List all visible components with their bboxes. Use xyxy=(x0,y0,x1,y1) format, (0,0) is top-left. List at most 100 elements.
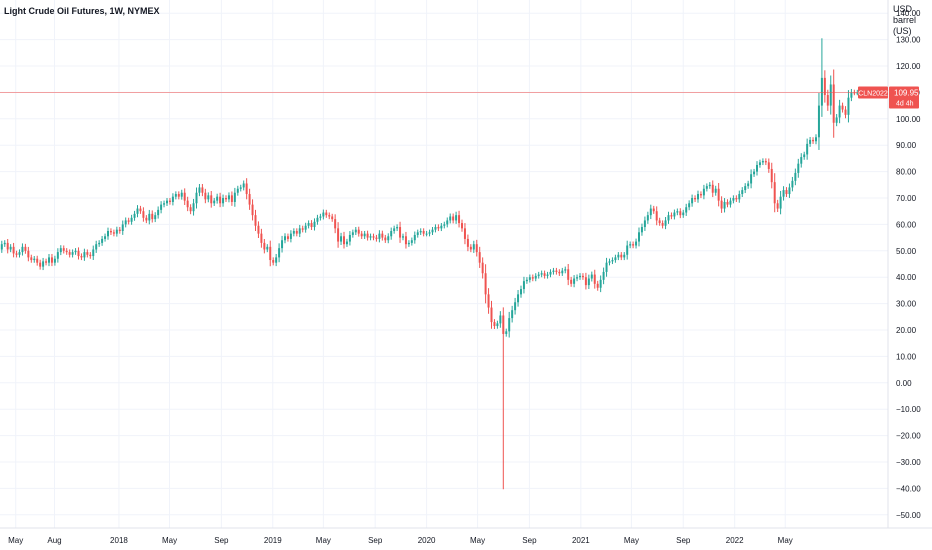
candle-body xyxy=(581,275,584,278)
candle-body xyxy=(623,254,626,258)
candle-body xyxy=(275,257,278,263)
x-tick-label: 2022 xyxy=(726,536,744,545)
candle-body xyxy=(399,227,402,238)
candle-body xyxy=(42,261,45,267)
candle-body xyxy=(720,200,723,209)
candle-body xyxy=(53,258,56,263)
candle-body xyxy=(676,211,679,213)
candle-body xyxy=(3,242,6,245)
candle-body xyxy=(171,196,174,202)
candle-body xyxy=(21,246,24,253)
candle-body xyxy=(806,143,809,155)
candle-body xyxy=(679,211,682,216)
candle-body xyxy=(635,241,638,246)
candle-body xyxy=(363,233,366,237)
candle-body xyxy=(410,240,413,243)
candle-body xyxy=(313,221,316,228)
candle-body xyxy=(723,201,726,209)
candle-body xyxy=(378,233,381,239)
candle-body xyxy=(534,275,537,279)
candle-body xyxy=(823,77,826,96)
last-price-badge: CLN2022 109.95 4d 4h xyxy=(858,86,919,109)
candle-body xyxy=(614,257,617,261)
candle-body xyxy=(685,207,688,213)
y-tick-label: 60.00 xyxy=(896,220,917,229)
candle-body xyxy=(655,211,658,221)
x-tick-label: 2019 xyxy=(264,536,282,545)
y-tick-label: 70.00 xyxy=(896,194,917,203)
candle-body xyxy=(416,232,419,235)
candle-body xyxy=(325,212,328,216)
candle-body xyxy=(219,196,222,204)
candle-body xyxy=(104,236,107,239)
candle-body xyxy=(145,217,148,221)
candle-body xyxy=(785,190,788,195)
candle-body xyxy=(841,105,844,110)
candle-body xyxy=(844,109,847,115)
candle-body xyxy=(741,190,744,195)
candle-body xyxy=(295,231,298,234)
candle-body xyxy=(552,270,555,272)
candle-body xyxy=(139,208,142,212)
candle-body xyxy=(260,233,263,243)
candle-body xyxy=(587,278,590,286)
candle-body xyxy=(345,241,348,245)
price-unit-measure: barrel (US) xyxy=(893,15,917,36)
candle-body xyxy=(89,254,92,257)
candle-body xyxy=(573,278,576,284)
candle-body xyxy=(80,256,83,258)
candle-body xyxy=(829,84,832,106)
candle-body xyxy=(45,261,48,263)
candle-body xyxy=(18,252,21,255)
candle-body xyxy=(549,271,552,275)
candle-body xyxy=(472,244,475,250)
candle-body xyxy=(12,246,15,254)
candle-body xyxy=(6,242,9,250)
candle-body xyxy=(758,162,761,165)
y-tick-label: 140.00 xyxy=(896,9,921,18)
candle-body xyxy=(649,208,652,216)
candle-body xyxy=(278,248,281,258)
candle-body xyxy=(522,281,525,290)
candle-body xyxy=(95,244,98,250)
candle-body xyxy=(74,250,77,253)
candle-body xyxy=(726,201,729,205)
candle-body xyxy=(517,294,520,303)
candle-body xyxy=(729,200,732,205)
candle-body xyxy=(236,188,239,193)
candle-body xyxy=(369,236,372,238)
candle-body xyxy=(511,310,514,319)
x-tick-label: May xyxy=(162,536,177,545)
candle-body xyxy=(832,84,835,123)
candle-body xyxy=(390,231,393,237)
candle-body xyxy=(351,232,354,235)
candle-body xyxy=(289,233,292,239)
candle-body xyxy=(431,229,434,233)
candle-body xyxy=(590,274,593,279)
candle-body xyxy=(227,195,230,200)
candle-body xyxy=(469,246,472,250)
candle-body xyxy=(381,233,384,238)
candle-body xyxy=(204,192,207,200)
candle-body xyxy=(62,248,65,251)
candle-body xyxy=(632,244,635,246)
candle-body xyxy=(496,323,499,327)
candle-body xyxy=(461,223,463,229)
candle-body xyxy=(56,252,59,259)
candle-body xyxy=(225,198,227,200)
candle-body xyxy=(697,194,699,200)
candle-body xyxy=(750,174,753,184)
candle-body xyxy=(83,252,86,258)
x-tick-label: May xyxy=(316,536,331,545)
candle-body xyxy=(337,228,340,242)
candle-body xyxy=(638,232,640,242)
candle-body xyxy=(272,260,275,263)
price-unit-currency: USD xyxy=(893,4,913,14)
candle-body xyxy=(419,231,422,233)
candle-body xyxy=(835,117,838,123)
candle-body xyxy=(561,270,564,274)
candle-body xyxy=(682,212,685,216)
candle-body xyxy=(543,273,546,276)
candle-body xyxy=(570,279,573,284)
